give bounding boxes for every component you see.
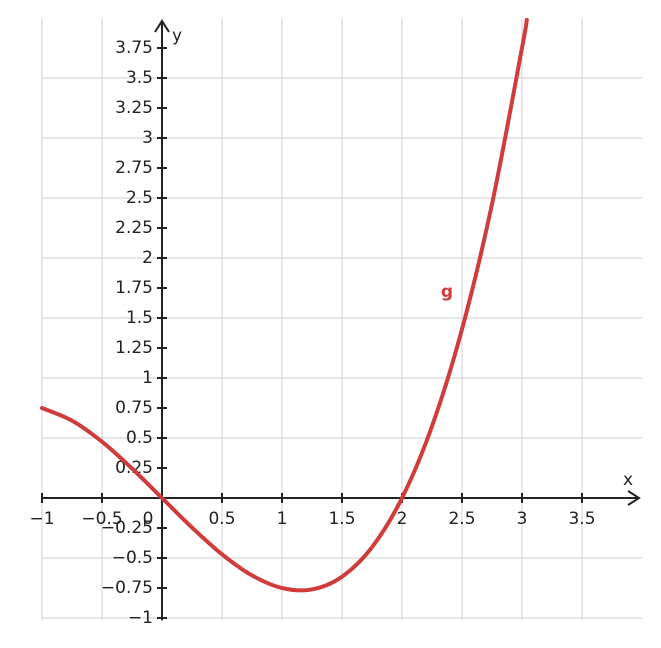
y-axis-label: y [172,26,182,46]
y-tick-label: 2 [142,248,153,268]
y-tick-label: −0.5 [112,548,153,568]
curve-label: g [441,282,453,302]
x-tick-label: 1.5 [328,509,355,529]
x-tick-label: 2.5 [448,509,475,529]
y-tick-label: 1 [142,368,153,388]
y-tick-label: 2.75 [115,158,153,178]
y-tick-label: 1.5 [126,308,153,328]
y-tick-label: 3 [142,128,153,148]
y-tick-label: 3.75 [115,38,153,58]
y-tick-label: 3.25 [115,98,153,118]
x-axis-label: x [623,470,633,490]
y-tick-label: −0.25 [101,518,153,538]
x-tick-label: 3 [517,509,528,529]
y-tick-label: 0.5 [126,428,153,448]
y-tick-label: 2.25 [115,218,153,238]
x-tick-label: 0.5 [208,509,235,529]
x-tick-label: 2 [397,509,408,529]
y-tick-label: −1 [128,608,153,628]
x-tick-label: −1 [29,509,54,529]
y-tick-label: 0.75 [115,398,153,418]
y-tick-label: 1.75 [115,278,153,298]
x-tick-label: 3.5 [568,509,595,529]
y-tick-label: 3.5 [126,68,153,88]
x-tick-label: 0 [143,509,154,529]
y-tick-label: −0.75 [101,578,153,598]
y-tick-label: 2.5 [126,188,153,208]
y-axis-arrow [154,19,170,33]
curve [40,17,529,593]
x-tick-label: 1 [277,509,288,529]
x-axis-arrow [627,490,641,506]
x-tick-label: −0.5 [81,509,122,529]
y-tick-label: 1.25 [115,338,153,358]
